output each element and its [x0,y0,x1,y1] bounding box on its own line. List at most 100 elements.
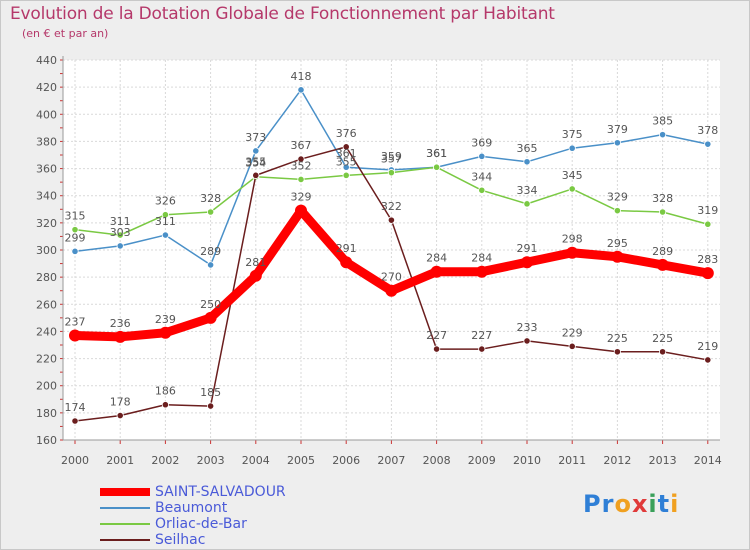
data-point-saint-salvadour [430,265,443,278]
data-point-beaumont [658,131,667,139]
data-point-saint-salvadour [385,284,398,297]
data-label-saint-salvadour: 284 [471,252,492,265]
data-label-seilhac: 367 [291,139,312,152]
data-label-orliac-de-bar: 328 [652,192,673,205]
data-label-saint-salvadour: 239 [155,313,176,326]
chart-title: Evolution de la Dotation Globale de Fonc… [10,4,555,24]
y-tick-label: 240 [36,325,57,338]
data-label-beaumont: 303 [110,226,131,239]
y-tick-label: 200 [36,380,57,393]
data-point-orliac-de-bar [613,207,622,215]
y-tick-label: 220 [36,353,57,366]
y-tick-label: 380 [36,135,57,148]
data-point-seilhac [478,345,486,353]
logo-letter: i [670,490,680,518]
x-tick-label: 2006 [332,454,360,467]
data-label-beaumont: 299 [65,231,86,244]
data-label-orliac-de-bar: 319 [697,204,718,217]
data-label-seilhac: 185 [200,386,221,399]
y-tick-label: 260 [36,298,57,311]
x-tick-label: 2007 [377,454,405,467]
data-label-beaumont: 379 [607,123,628,136]
data-label-orliac-de-bar: 357 [381,153,402,166]
data-point-seilhac [207,402,215,410]
data-point-orliac-de-bar [71,226,79,234]
data-label-orliac-de-bar: 355 [336,155,357,168]
data-label-seilhac: 186 [155,385,176,398]
data-point-orliac-de-bar [387,169,395,177]
data-point-orliac-de-bar [342,171,350,179]
data-point-orliac-de-bar [658,208,667,216]
data-label-seilhac: 229 [562,326,583,339]
data-label-beaumont: 361 [336,147,357,160]
data-label-beaumont: 418 [291,70,312,83]
x-tick-label: 2005 [287,454,315,467]
data-point-seilhac [297,155,305,163]
data-label-orliac-de-bar: 345 [562,169,583,182]
data-label-seilhac: 225 [607,332,628,345]
y-tick-label: 300 [36,244,57,257]
x-tick-label: 2001 [106,454,134,467]
data-label-beaumont: 365 [517,142,538,155]
data-label-beaumont: 378 [697,124,718,137]
data-point-saint-salvadour [340,256,353,269]
data-point-saint-salvadour [114,330,127,343]
data-label-orliac-de-bar: 311 [110,215,131,228]
y-tick-label: 420 [36,81,57,94]
data-label-beaumont: 385 [652,115,673,128]
data-label-seilhac: 178 [110,396,131,409]
data-point-orliac-de-bar [161,211,169,219]
data-label-orliac-de-bar: 315 [65,210,86,223]
data-point-orliac-de-bar [207,208,215,216]
y-tick-label: 160 [36,434,57,447]
data-label-seilhac: 227 [426,329,447,342]
data-label-seilhac: 225 [652,332,673,345]
data-label-orliac-de-bar: 354 [245,157,266,170]
data-point-beaumont [207,261,215,269]
x-tick-label: 2002 [151,454,179,467]
data-point-orliac-de-bar [478,186,486,194]
data-point-saint-salvadour [566,246,579,259]
data-point-seilhac [71,417,79,425]
y-tick-label: 180 [36,407,57,420]
data-point-seilhac [523,337,531,345]
data-label-orliac-de-bar: 328 [200,192,221,205]
data-point-seilhac [658,348,667,356]
x-tick-label: 2010 [513,454,541,467]
data-point-beaumont [297,86,305,94]
x-tick-label: 2000 [61,454,89,467]
data-label-seilhac: 233 [517,321,538,334]
y-tick-label: 360 [36,163,57,176]
data-point-saint-salvadour [701,267,714,280]
legend-swatch-beaumont [100,507,150,509]
data-point-beaumont [613,139,622,147]
data-label-seilhac: 376 [336,127,357,140]
legend-label-orliac-de-bar: Orliac-de-Bar [155,516,247,532]
data-point-beaumont [568,144,576,152]
data-point-beaumont [523,158,531,166]
x-tick-label: 2008 [423,454,451,467]
data-label-seilhac: 227 [471,329,492,342]
logo-letter: i [648,490,658,518]
legend-swatch-seilhac [100,539,150,541]
data-label-orliac-de-bar: 334 [517,184,538,197]
data-point-beaumont [704,140,712,148]
data-point-orliac-de-bar [568,185,576,193]
data-point-beaumont [252,147,260,155]
proxiti-logo: Proxiti [583,490,679,518]
x-tick-label: 2014 [694,454,722,467]
data-label-saint-salvadour: 289 [652,245,673,258]
logo-letter: o [614,490,632,518]
data-label-beaumont: 375 [562,128,583,141]
data-point-seilhac [387,216,395,224]
data-point-saint-salvadour [204,311,217,324]
data-label-beaumont: 359 [381,150,402,163]
logo-letter: x [631,490,649,518]
data-label-orliac-de-bar: 361 [426,147,447,160]
data-point-saint-salvadour [611,250,624,263]
data-label-saint-salvadour: 283 [697,253,718,266]
x-tick-label: 2004 [242,454,270,467]
data-label-saint-salvadour: 291 [517,242,538,255]
data-label-seilhac: 219 [697,340,718,353]
data-label-saint-salvadour: 237 [65,316,86,329]
